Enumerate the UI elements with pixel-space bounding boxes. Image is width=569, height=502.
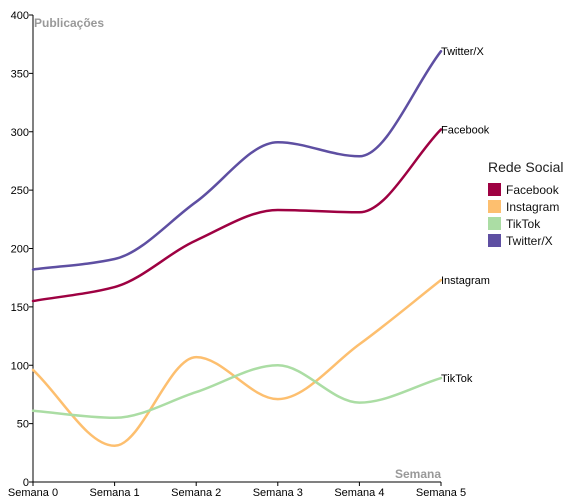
y-tick-label: 300 (11, 127, 29, 139)
x-tick-label: Semana 0 (8, 487, 58, 497)
series-line-instagram (31, 278, 443, 448)
axes: 0 50 100 150 200 250 300 350 400 Semana 0 Semana 1… (8, 10, 466, 499)
legend: Rede Social Facebook Instagram TikTok Twitt… (488, 159, 564, 248)
y-tick-label: 100 (11, 360, 29, 372)
series-end-label-instagram: Instagram (441, 275, 490, 287)
x-tick-label: Semana 3 (253, 487, 303, 497)
y-tick-label: 0 (23, 477, 29, 489)
series-lines (31, 49, 443, 448)
x-tick-label: Semana 5 (416, 487, 466, 497)
x-tick-label: Semana 1 (90, 487, 140, 497)
y-tick-label: 400 (11, 10, 29, 22)
series-line-twitter-x (31, 49, 443, 271)
legend-title: Rede Social (488, 159, 564, 175)
legend-label-facebook: Facebook (506, 183, 560, 197)
series-line-tiktok (31, 364, 443, 420)
x-tick-label: Semana 2 (171, 487, 221, 497)
series-end-label-facebook: Facebook (441, 124, 490, 136)
legend-swatch-twitter-x (488, 234, 501, 247)
x-axis-title: Semana (395, 467, 441, 481)
series-end-label-tiktok: TikTok (441, 373, 473, 385)
series-line-facebook (31, 128, 443, 303)
legend-label-tiktok: TikTok (506, 217, 541, 231)
y-tick-label: 250 (11, 185, 29, 197)
y-tick-label: 200 (11, 244, 29, 256)
legend-swatch-facebook (488, 183, 501, 196)
y-axis-title: Publicações (34, 16, 104, 30)
series-end-labels: Facebook Instagram TikTok Twitter/X (441, 46, 490, 385)
y-tick-label: 350 (11, 68, 29, 80)
legend-label-instagram: Instagram (506, 200, 559, 214)
y-tick-label: 150 (11, 302, 29, 314)
series-end-label-twitter-x: Twitter/X (441, 46, 484, 58)
y-tick-label: 50 (17, 419, 29, 431)
legend-swatch-tiktok (488, 217, 501, 230)
legend-label-twitter-x: Twitter/X (506, 234, 553, 248)
legend-swatch-instagram (488, 200, 501, 213)
x-tick-label: Semana 4 (334, 487, 384, 497)
